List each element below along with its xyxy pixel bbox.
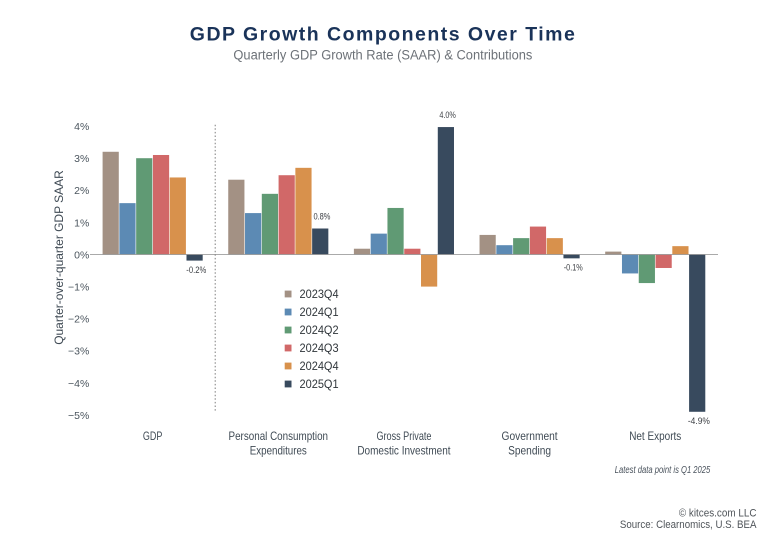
svg-text:-4.9%: -4.9% — [688, 416, 710, 426]
svg-text:-0.2%: -0.2% — [186, 265, 206, 275]
svg-text:Government: Government — [502, 429, 559, 443]
svg-text:2024Q4: 2024Q4 — [300, 361, 340, 373]
svg-text:0.8%: 0.8% — [313, 212, 330, 222]
svg-text:Source: Clearnomics, U.S. BEA: Source: Clearnomics, U.S. BEA — [620, 519, 757, 531]
svg-text:GDP Growth Components Over Tim: GDP Growth Components Over Time — [190, 23, 575, 45]
svg-text:2025Q1: 2025Q1 — [300, 379, 339, 391]
svg-text:−3%: −3% — [68, 346, 89, 358]
svg-text:Domestic Investment: Domestic Investment — [357, 443, 451, 457]
svg-text:4%: 4% — [74, 121, 89, 133]
svg-text:Gross Private: Gross Private — [376, 429, 431, 443]
svg-text:2023Q4: 2023Q4 — [300, 289, 340, 301]
svg-text:GDP: GDP — [143, 429, 163, 443]
svg-text:−5%: −5% — [68, 410, 89, 422]
svg-text:Spending: Spending — [508, 443, 551, 457]
svg-text:© kitces.com LLC: © kitces.com LLC — [679, 508, 757, 520]
svg-text:2%: 2% — [74, 185, 89, 197]
svg-text:3%: 3% — [74, 153, 89, 165]
svg-text:Quarterly GDP Growth Rate (SAA: Quarterly GDP Growth Rate (SAAR) & Contr… — [233, 48, 532, 63]
svg-text:2024Q1: 2024Q1 — [300, 307, 339, 319]
svg-text:Expenditures: Expenditures — [250, 443, 307, 457]
svg-text:1%: 1% — [74, 217, 89, 229]
svg-text:−1%: −1% — [68, 282, 89, 294]
svg-text:Personal Consumption: Personal Consumption — [229, 429, 329, 443]
svg-text:Quarter-over-quarter GDP SAAR: Quarter-over-quarter GDP SAAR — [52, 170, 66, 345]
svg-text:0%: 0% — [74, 249, 89, 261]
svg-text:2024Q2: 2024Q2 — [300, 325, 339, 337]
svg-text:Latest data point is Q1 2025: Latest data point is Q1 2025 — [615, 465, 711, 476]
svg-text:-0.1%: -0.1% — [564, 263, 583, 273]
svg-text:Net Exports: Net Exports — [629, 429, 681, 443]
svg-text:−4%: −4% — [68, 378, 89, 390]
svg-text:2024Q3: 2024Q3 — [300, 343, 339, 355]
svg-text:4.0%: 4.0% — [439, 110, 456, 120]
svg-text:−2%: −2% — [68, 314, 89, 326]
